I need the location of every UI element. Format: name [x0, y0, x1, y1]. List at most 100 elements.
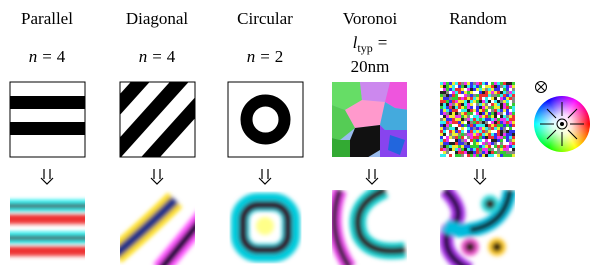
noise-cell [479, 103, 482, 106]
noise-cell [485, 100, 488, 103]
noise-cell [467, 112, 470, 115]
noise-cell [479, 85, 482, 88]
noise-cell [470, 85, 473, 88]
noise-cell [470, 118, 473, 121]
noise-cell [512, 127, 515, 130]
noise-cell [455, 124, 458, 127]
noise-cell [443, 103, 446, 106]
noise-cell [485, 136, 488, 139]
noise-cell [446, 142, 449, 145]
noise-cell [440, 139, 443, 142]
noise-cell [506, 88, 509, 91]
noise-cell [449, 127, 452, 130]
noise-cell [503, 139, 506, 142]
noise-cell [449, 133, 452, 136]
noise-cell [506, 91, 509, 94]
noise-cell [509, 148, 512, 151]
noise-cell [455, 103, 458, 106]
noise-cell [455, 82, 458, 85]
noise-cell [479, 124, 482, 127]
noise-cell [452, 100, 455, 103]
noise-cell [476, 100, 479, 103]
noise-cell [494, 85, 497, 88]
noise-cell [473, 115, 476, 118]
noise-cell [473, 106, 476, 109]
noise-cell [461, 118, 464, 121]
noise-cell [443, 106, 446, 109]
noise-cell [440, 100, 443, 103]
noise-cell [452, 148, 455, 151]
noise-cell [497, 97, 500, 100]
noise-cell [449, 148, 452, 151]
noise-cell [500, 121, 503, 124]
column-title: Circular [237, 9, 293, 28]
noise-cell [482, 142, 485, 145]
noise-cell [494, 133, 497, 136]
noise-cell [458, 115, 461, 118]
noise-cell [476, 115, 479, 118]
noise-cell [467, 139, 470, 142]
noise-cell [494, 139, 497, 142]
noise-cell [446, 85, 449, 88]
noise-cell [512, 103, 515, 106]
noise-cell [467, 94, 470, 97]
noise-cell [476, 130, 479, 133]
noise-cell [446, 121, 449, 124]
noise-cell [497, 94, 500, 97]
noise-cell [494, 151, 497, 154]
noise-cell [470, 109, 473, 112]
noise-cell [485, 112, 488, 115]
noise-cell [452, 130, 455, 133]
noise-cell [488, 88, 491, 91]
noise-cell [467, 91, 470, 94]
noise-cell [488, 145, 491, 148]
noise-cell [512, 112, 515, 115]
noise-cell [461, 124, 464, 127]
noise-cell [443, 121, 446, 124]
noise-cell [470, 151, 473, 154]
noise-cell [485, 133, 488, 136]
noise-cell [473, 133, 476, 136]
noise-cell [503, 88, 506, 91]
noise-cell [467, 124, 470, 127]
noise-cell [503, 148, 506, 151]
noise-cell [512, 82, 515, 85]
noise-cell [476, 154, 479, 157]
noise-cell [446, 97, 449, 100]
noise-cell [461, 127, 464, 130]
column-title: Parallel [21, 9, 73, 28]
noise-cell [461, 139, 464, 142]
noise-cell [476, 124, 479, 127]
parameter-subscript: typ [357, 41, 372, 55]
noise-cell [491, 118, 494, 121]
noise-cell [455, 118, 458, 121]
noise-cell [464, 106, 467, 109]
noise-cell [467, 88, 470, 91]
noise-cell [503, 97, 506, 100]
noise-cell [509, 103, 512, 106]
noise-cell [473, 82, 476, 85]
noise-cell [464, 82, 467, 85]
noise-cell [446, 151, 449, 154]
noise-cell [500, 148, 503, 151]
noise-cell [458, 100, 461, 103]
noise-cell [461, 130, 464, 133]
noise-cell [485, 115, 488, 118]
noise-cell [503, 106, 506, 109]
noise-cell [482, 109, 485, 112]
noise-cell [449, 103, 452, 106]
noise-cell [500, 82, 503, 85]
noise-cell [476, 148, 479, 151]
noise-cell [449, 145, 452, 148]
column-title: Voronoi [343, 9, 398, 28]
noise-cell [503, 133, 506, 136]
noise-cell [452, 136, 455, 139]
noise-cell [449, 136, 452, 139]
noise-cell [476, 139, 479, 142]
noise-cell [449, 94, 452, 97]
noise-cell [479, 118, 482, 121]
noise-cell [473, 148, 476, 151]
noise-cell [494, 94, 497, 97]
noise-cell [476, 97, 479, 100]
noise-cell [512, 109, 515, 112]
